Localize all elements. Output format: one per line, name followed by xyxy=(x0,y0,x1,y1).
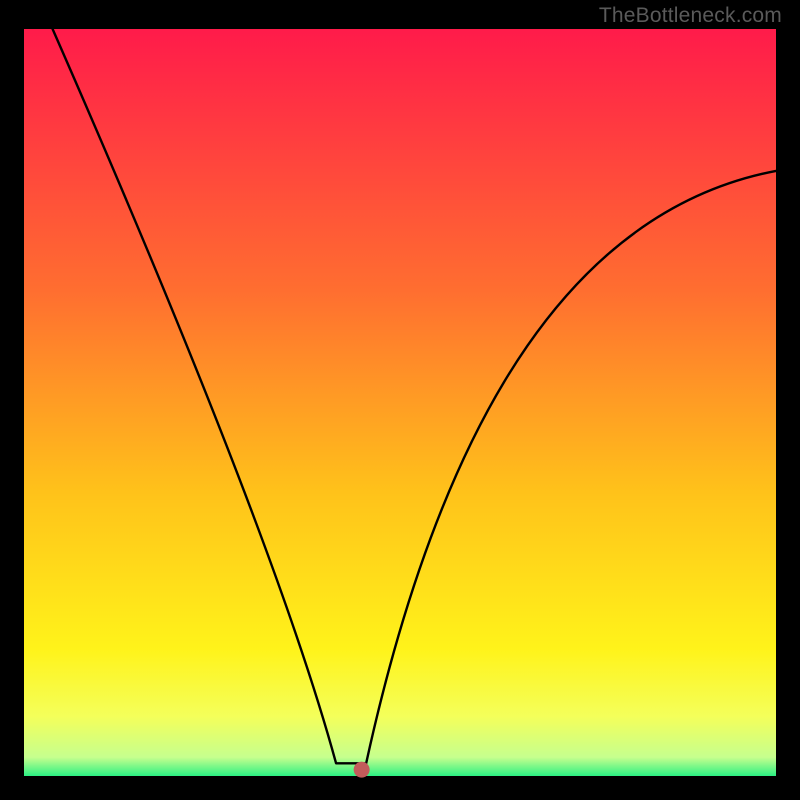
curve-path xyxy=(53,29,776,763)
bottleneck-curve xyxy=(24,29,776,776)
chart-plot-area xyxy=(24,29,776,776)
watermark-text: TheBottleneck.com xyxy=(599,4,782,28)
minimum-marker xyxy=(354,762,370,778)
